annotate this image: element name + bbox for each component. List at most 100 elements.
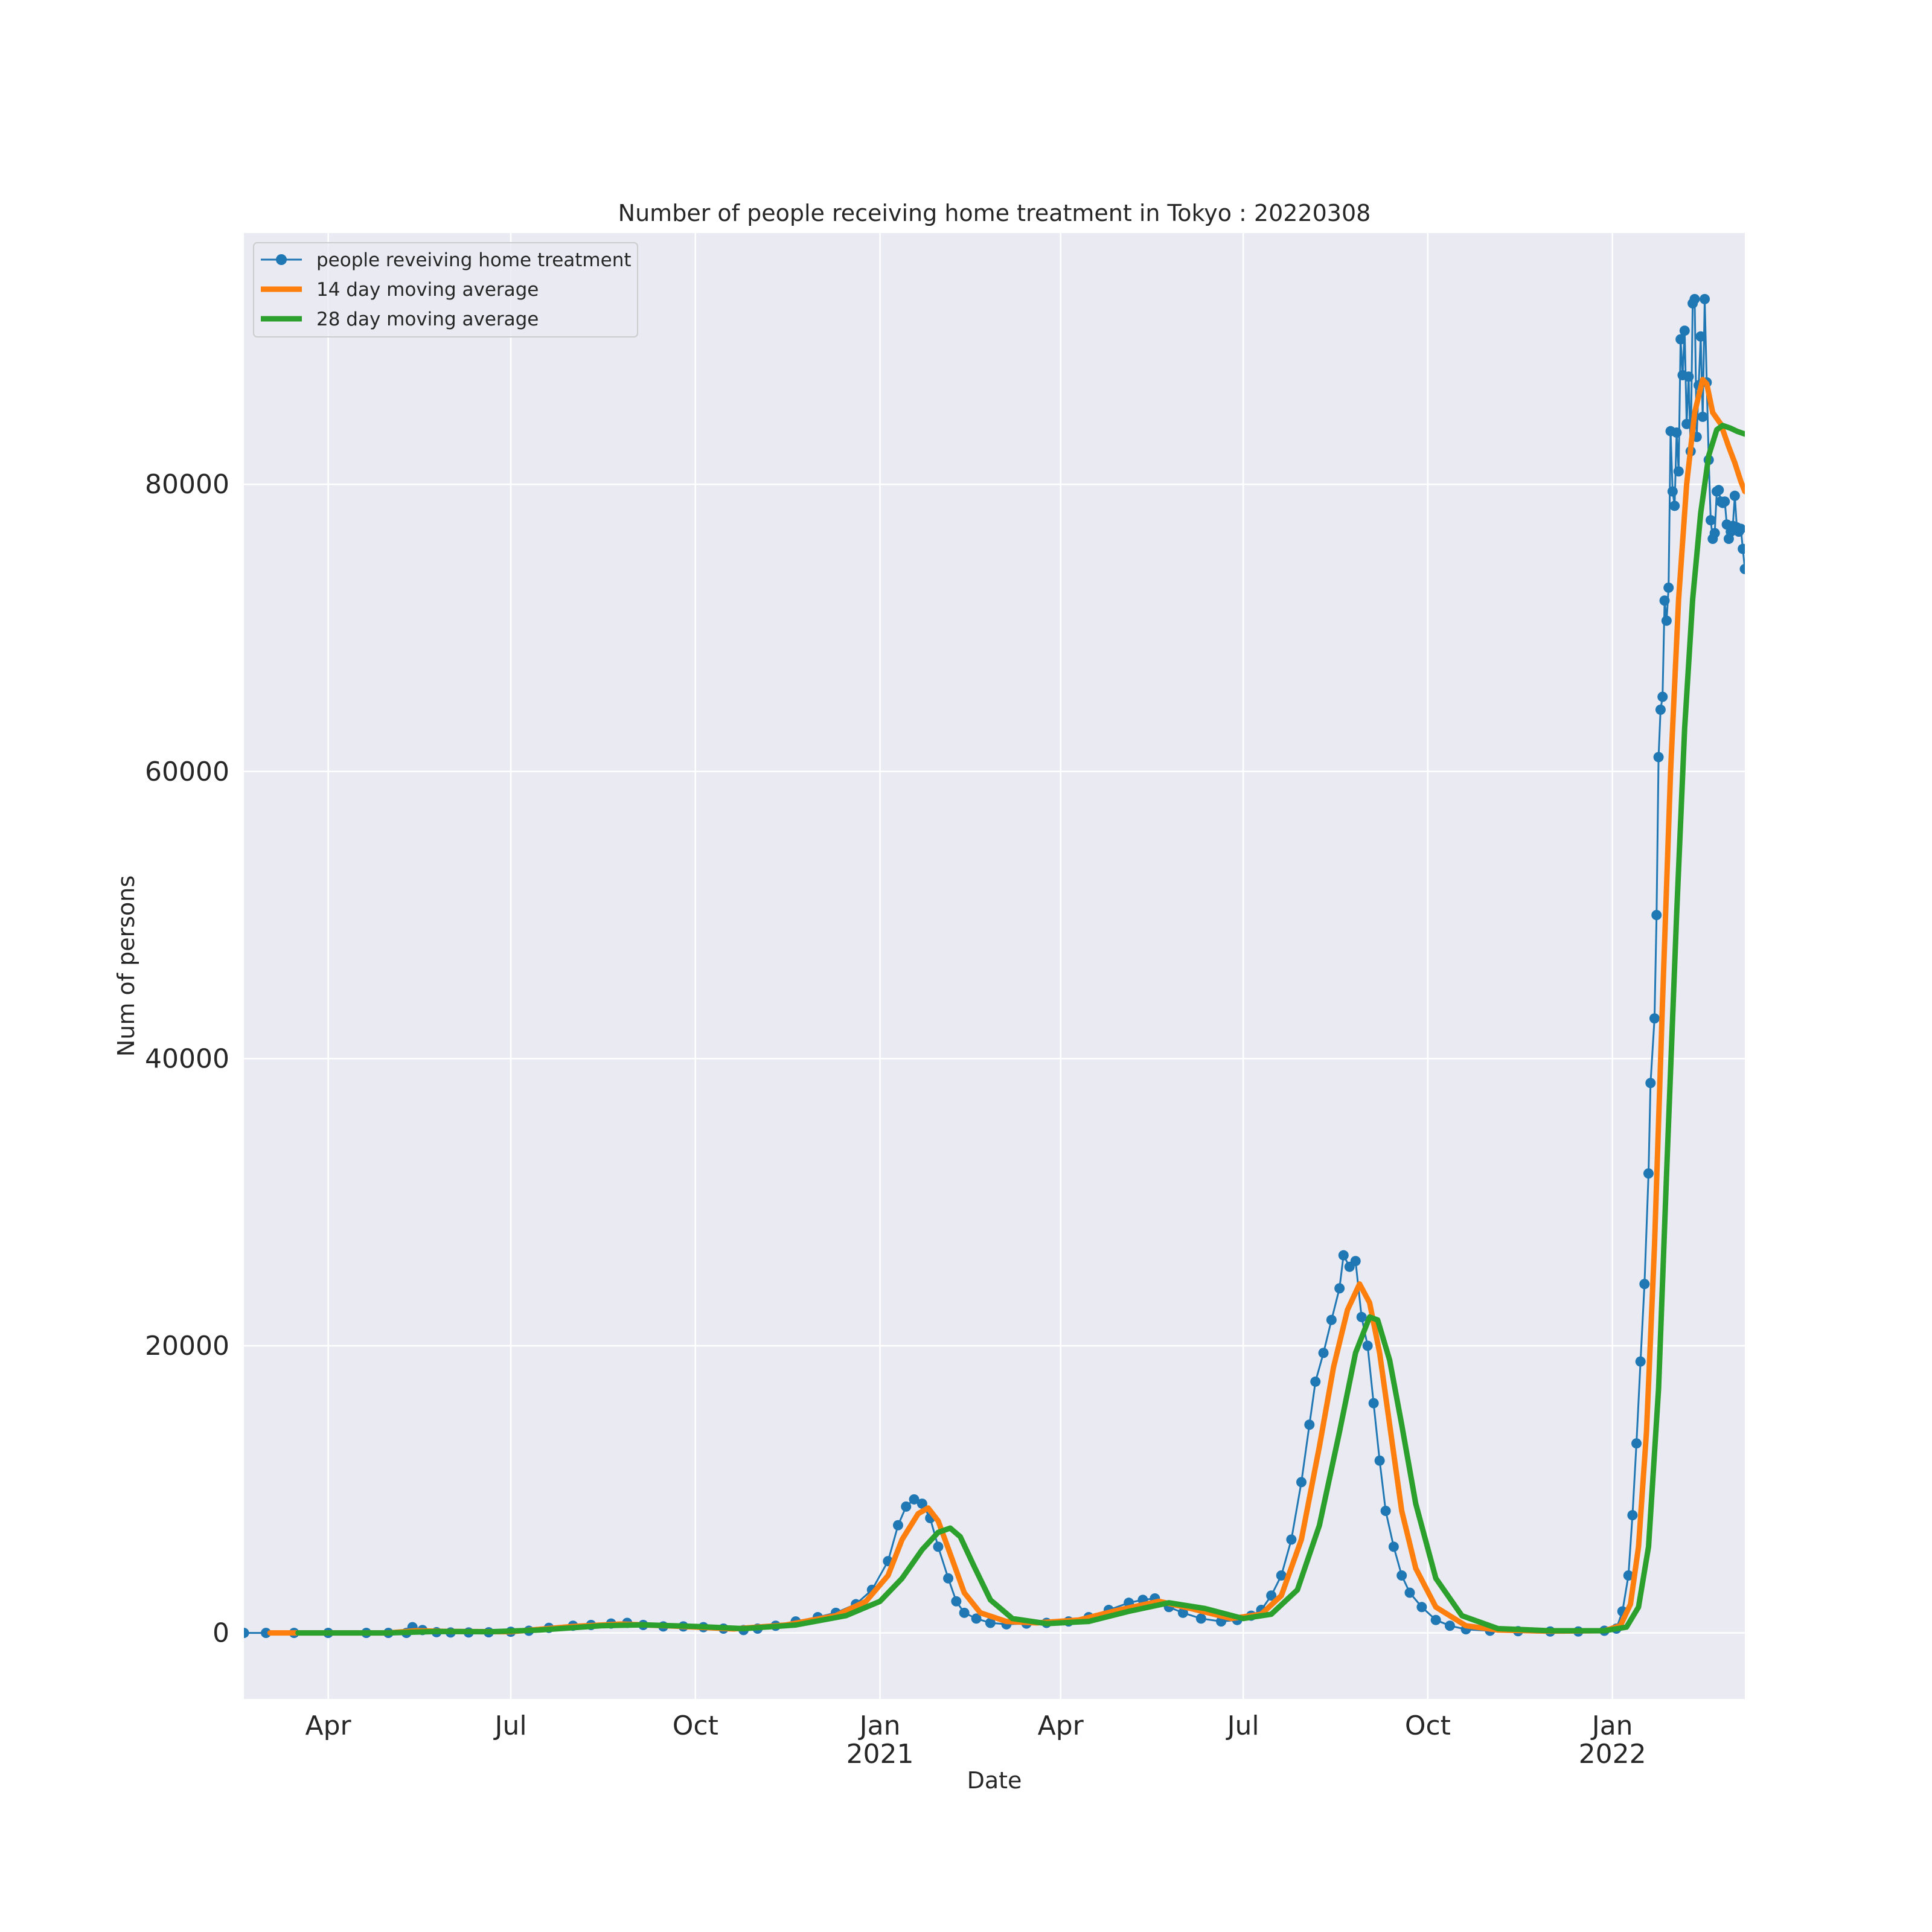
data-point bbox=[1380, 1505, 1391, 1516]
data-point bbox=[1659, 595, 1670, 606]
data-point bbox=[1649, 1013, 1660, 1024]
data-point bbox=[1444, 1620, 1455, 1631]
legend: people reveiving home treatment 14 day m… bbox=[253, 242, 638, 337]
data-point bbox=[1719, 496, 1730, 507]
legend-label-raw: people reveiving home treatment bbox=[316, 249, 632, 271]
data-point bbox=[1623, 1570, 1634, 1581]
data-point bbox=[1667, 486, 1678, 497]
data-point bbox=[1635, 1356, 1646, 1367]
data-point bbox=[1675, 334, 1686, 345]
data-point bbox=[1356, 1311, 1367, 1322]
data-point bbox=[1671, 427, 1682, 438]
data-point bbox=[1374, 1455, 1385, 1466]
data-point bbox=[971, 1613, 982, 1624]
data-point bbox=[1697, 411, 1708, 422]
y-tick-labels: 0 20000 40000 60000 80000 bbox=[145, 469, 229, 1648]
data-point bbox=[1651, 910, 1662, 921]
data-point bbox=[1655, 705, 1666, 715]
x-tick-label: Jan bbox=[858, 1710, 901, 1741]
x-tick-label: Oct bbox=[1405, 1710, 1451, 1741]
data-point bbox=[244, 1628, 249, 1639]
data-point bbox=[1706, 515, 1716, 526]
data-point bbox=[916, 1499, 927, 1509]
data-point bbox=[1683, 371, 1694, 382]
y-axis-label: Num of persons bbox=[113, 875, 139, 1057]
x-tick-label: Jul bbox=[493, 1710, 526, 1741]
data-point bbox=[1416, 1602, 1427, 1613]
data-point bbox=[1673, 466, 1684, 477]
legend-marker-dot-0 bbox=[276, 254, 287, 265]
data-point bbox=[261, 1628, 272, 1639]
data-point bbox=[951, 1596, 962, 1607]
data-point bbox=[1177, 1607, 1188, 1618]
data-point bbox=[1318, 1348, 1329, 1358]
data-point bbox=[1286, 1534, 1297, 1545]
data-point bbox=[1631, 1438, 1642, 1449]
plot-series bbox=[244, 293, 1745, 1639]
data-point bbox=[1681, 418, 1692, 429]
series-line-ma28 bbox=[295, 423, 1745, 1636]
data-point bbox=[1738, 543, 1745, 554]
data-point bbox=[1669, 501, 1680, 511]
data-point bbox=[1689, 293, 1700, 304]
y-tick-label: 40000 bbox=[145, 1043, 229, 1074]
data-point bbox=[1388, 1541, 1399, 1552]
data-point bbox=[1661, 615, 1672, 626]
x-tick-label: Jul bbox=[1226, 1710, 1259, 1741]
y-tick-label: 20000 bbox=[145, 1331, 229, 1361]
data-point bbox=[959, 1607, 970, 1618]
data-point bbox=[1195, 1613, 1206, 1624]
series-layer bbox=[244, 293, 1745, 1639]
x-tick-year-label: 2022 bbox=[1579, 1739, 1646, 1770]
legend-label-ma28: 28 day moving average bbox=[316, 309, 539, 330]
data-point bbox=[985, 1617, 996, 1628]
chart-title: Number of people receiving home treatmen… bbox=[618, 200, 1371, 226]
data-point bbox=[1735, 523, 1745, 534]
data-point bbox=[1639, 1279, 1650, 1290]
data-point bbox=[909, 1494, 920, 1505]
data-point bbox=[901, 1501, 912, 1512]
data-point bbox=[933, 1541, 944, 1552]
data-point bbox=[1739, 563, 1745, 574]
grid-lines bbox=[244, 233, 1745, 1699]
x-tick-label: Jan bbox=[1590, 1710, 1633, 1741]
y-tick-label: 60000 bbox=[145, 756, 229, 787]
data-point bbox=[1404, 1587, 1415, 1598]
data-point bbox=[1334, 1283, 1345, 1294]
data-point bbox=[1700, 293, 1710, 304]
legend-box bbox=[253, 242, 638, 337]
data-point bbox=[1396, 1570, 1407, 1581]
plot-area bbox=[244, 233, 1745, 1699]
data-point bbox=[1713, 485, 1724, 496]
x-tick-label: Oct bbox=[673, 1710, 718, 1741]
data-point bbox=[1338, 1250, 1349, 1261]
data-point bbox=[1645, 1078, 1656, 1089]
legend-label-ma14: 14 day moving average bbox=[316, 279, 539, 301]
data-point bbox=[1430, 1614, 1441, 1625]
data-point bbox=[1729, 490, 1740, 501]
data-point bbox=[943, 1573, 954, 1584]
y-tick-label: 80000 bbox=[145, 469, 229, 500]
data-point bbox=[1627, 1510, 1638, 1521]
data-point bbox=[1276, 1570, 1287, 1581]
x-axis-label: Date bbox=[967, 1767, 1022, 1794]
data-point bbox=[1679, 325, 1690, 336]
data-point bbox=[1695, 331, 1706, 342]
x-tick-year-label: 2021 bbox=[846, 1739, 914, 1770]
data-point bbox=[1266, 1590, 1277, 1601]
data-point bbox=[1709, 528, 1720, 539]
data-point bbox=[1350, 1256, 1361, 1267]
data-point bbox=[1368, 1398, 1379, 1409]
data-point bbox=[1326, 1314, 1337, 1325]
x-tick-label: Apr bbox=[1038, 1710, 1084, 1741]
data-point bbox=[1663, 582, 1674, 593]
y-tick-label: 0 bbox=[213, 1618, 229, 1649]
data-point bbox=[1643, 1168, 1654, 1179]
data-point bbox=[892, 1520, 903, 1531]
data-point bbox=[1657, 691, 1668, 702]
data-point bbox=[1362, 1340, 1373, 1351]
data-point bbox=[1296, 1477, 1307, 1488]
